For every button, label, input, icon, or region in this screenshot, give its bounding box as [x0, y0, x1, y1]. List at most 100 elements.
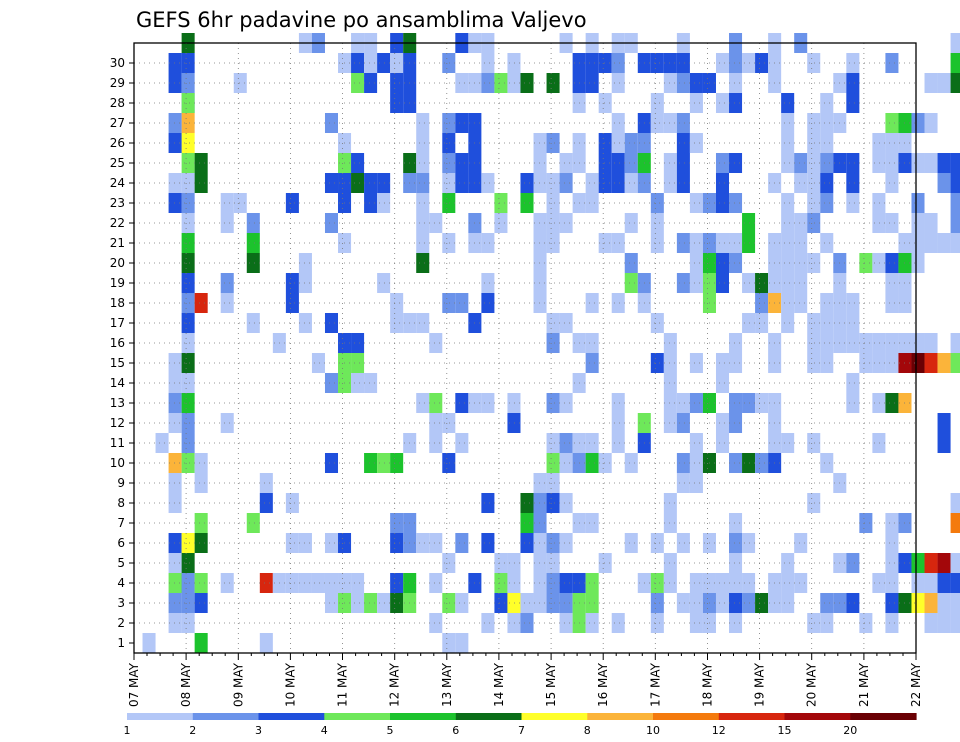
heatmap-cell — [611, 233, 625, 253]
colorbar-label: 12 — [712, 724, 726, 737]
x-tick-label: 21 MAY — [857, 662, 871, 707]
heatmap-cell — [455, 633, 469, 653]
heatmap-cell — [676, 473, 690, 493]
heatmap-cell — [676, 453, 690, 473]
heatmap-cell — [220, 273, 234, 293]
heatmap-cell — [351, 153, 365, 173]
heatmap-cell — [872, 133, 886, 153]
colorbar-label: 2 — [189, 724, 196, 737]
heatmap-cell — [416, 213, 430, 233]
heatmap-cell — [194, 153, 208, 173]
heatmap-cell — [663, 353, 677, 373]
heatmap-cell — [442, 633, 456, 653]
heatmap-cell — [520, 193, 534, 213]
heatmap-cell — [298, 313, 312, 333]
heatmap-cell — [872, 193, 886, 213]
heatmap-cell — [689, 273, 703, 293]
heatmap-cell — [924, 233, 938, 253]
heatmap-cell — [781, 433, 795, 453]
heatmap-cell — [390, 573, 404, 593]
heatmap-cell — [559, 453, 573, 473]
heatmap-cell — [442, 233, 456, 253]
heatmap-cell — [650, 93, 664, 113]
colorbar-label: 8 — [584, 724, 591, 737]
heatmap-cell — [390, 53, 404, 73]
heatmap-cell — [807, 253, 821, 273]
heatmap-cell — [442, 153, 456, 173]
heatmap-cell — [585, 73, 599, 93]
heatmap-cell — [533, 173, 547, 193]
heatmap-cell — [781, 233, 795, 253]
heatmap-cell — [872, 433, 886, 453]
heatmap-cell — [181, 433, 195, 453]
heatmap-cell — [820, 133, 834, 153]
heatmap-cell — [416, 133, 430, 153]
x-tick-label: 19 MAY — [753, 662, 767, 707]
heatmap-cell — [742, 393, 756, 413]
heatmap-cell — [181, 313, 195, 333]
colorbar-label: 10 — [646, 724, 660, 737]
colorbar-label: 20 — [843, 724, 857, 737]
heatmap-cell — [494, 193, 508, 213]
heatmap-cell — [859, 613, 873, 633]
heatmap-cell — [911, 353, 925, 373]
heatmap-cell — [781, 213, 795, 233]
heatmap-cell — [794, 153, 808, 173]
heatmap-cell — [559, 393, 573, 413]
y-tick-label: 24 — [110, 176, 125, 190]
heatmap-cell — [416, 393, 430, 413]
heatmap-cell — [598, 133, 612, 153]
heatmap-cell — [520, 613, 534, 633]
heatmap-cell — [924, 333, 938, 353]
y-tick-label: 13 — [110, 396, 125, 410]
heatmap-cell — [324, 593, 339, 613]
heatmap-cell — [650, 313, 664, 333]
heatmap-cell — [494, 573, 508, 593]
heatmap-cell — [377, 173, 391, 193]
heatmap-cell — [676, 273, 690, 293]
heatmap-cell — [715, 53, 730, 73]
heatmap-cell — [624, 213, 638, 233]
heatmap-cell — [181, 113, 195, 133]
heatmap-cell — [181, 393, 195, 413]
heatmap-cell — [324, 173, 339, 193]
heatmap-cell — [181, 413, 195, 433]
heatmap-cell — [755, 593, 769, 613]
heatmap-cell — [885, 293, 899, 313]
y-tick-label: 16 — [110, 336, 125, 350]
heatmap-cell — [351, 373, 365, 393]
heatmap-cell — [729, 193, 743, 213]
colorbar-swatch — [718, 713, 786, 720]
heatmap-cell — [742, 53, 756, 73]
heatmap-cell — [924, 73, 938, 93]
heatmap-cell — [950, 53, 960, 73]
heatmap-cell — [715, 433, 730, 453]
heatmap-cell — [885, 173, 899, 193]
heatmap-cell — [416, 173, 430, 193]
heatmap-cell — [520, 493, 534, 513]
heatmap-cell — [924, 553, 938, 573]
heatmap-cell — [885, 133, 899, 153]
heatmap-cell — [168, 133, 182, 153]
heatmap-cell — [533, 553, 547, 573]
heatmap-cell — [794, 573, 808, 593]
heatmap-cell — [559, 433, 573, 453]
heatmap-cell — [624, 133, 638, 153]
heatmap-cell — [246, 253, 260, 273]
heatmap-cell — [181, 73, 195, 93]
heatmap-cell — [390, 313, 404, 333]
heatmap-cell — [911, 573, 925, 593]
heatmap-cell — [181, 273, 195, 293]
y-tick-label: 11 — [110, 436, 125, 450]
heatmap-cell — [546, 193, 560, 213]
heatmap-cell — [715, 153, 730, 173]
heatmap-cell — [324, 213, 339, 233]
y-tick-label: 20 — [110, 256, 125, 270]
heatmap-cell — [820, 353, 834, 373]
heatmap-cell — [364, 173, 378, 193]
y-tick-label: 23 — [110, 196, 125, 210]
heatmap-cell — [650, 613, 664, 633]
heatmap-cell — [181, 233, 195, 253]
heatmap-cell — [911, 153, 925, 173]
x-axis: 07 MAY 08 MAY 09 MAY 10 MAY 11 MAY 12 MAY 13 M… — [127, 653, 923, 707]
